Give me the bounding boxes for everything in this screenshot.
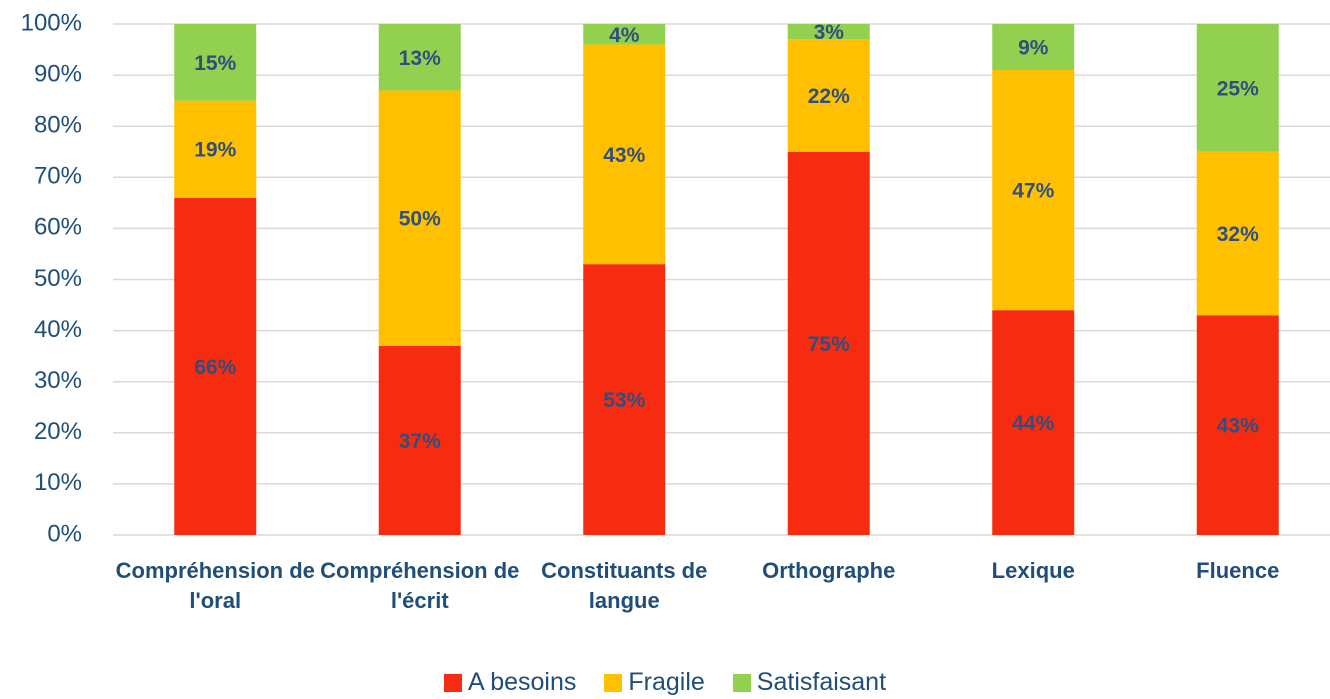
bar-segment (378, 345, 461, 535)
data-label: 32% (1217, 223, 1259, 246)
bar-segment (583, 264, 666, 535)
legend-swatch (604, 673, 623, 692)
data-label: 3% (814, 21, 845, 44)
bar-segment (1196, 151, 1279, 316)
legend-item: Satisfaisant (732, 668, 887, 697)
bar-segment (1196, 24, 1279, 152)
bar-segment (992, 69, 1075, 311)
data-label: 13% (399, 47, 441, 70)
x-tick-label: Compréhension de l'oral (115, 558, 315, 613)
bar-segment (1196, 315, 1279, 535)
y-tick-label: 10% (34, 469, 82, 496)
y-tick-label: 30% (34, 367, 82, 394)
legend-label: A besoins (467, 668, 577, 696)
legend-swatch (732, 673, 751, 692)
y-tick-label: 70% (34, 163, 82, 190)
legend-label: Satisfaisant (756, 668, 887, 696)
y-tick-label: 80% (34, 112, 82, 139)
data-label: 37% (399, 430, 441, 453)
x-tick-label: Compréhension de l'écrit (320, 558, 520, 613)
y-tick-label: 100% (21, 9, 82, 36)
y-tick-label: 50% (34, 265, 82, 292)
data-label: 19% (194, 139, 236, 162)
x-tick-label: Lexique (991, 558, 1075, 583)
bar-segment (787, 151, 870, 535)
y-tick-label: 0% (47, 520, 82, 547)
bar-segment (787, 39, 870, 152)
data-label: 15% (194, 52, 236, 75)
y-tick-label: 90% (34, 60, 82, 87)
bar-segment (992, 24, 1075, 70)
y-tick-label: 40% (34, 316, 82, 343)
bar-segment (378, 24, 461, 91)
bar-segment (378, 90, 461, 346)
data-label: 50% (399, 208, 441, 231)
x-tick-label: Orthographe (762, 558, 896, 583)
data-label: 25% (1217, 77, 1259, 100)
legend-swatch (443, 673, 462, 692)
x-tick-label: Fluence (1196, 558, 1280, 583)
bar-segment (174, 24, 257, 101)
data-label: 22% (808, 85, 850, 108)
bar-segment (174, 197, 257, 536)
data-label: 75% (808, 333, 850, 356)
bar-segment (992, 310, 1075, 535)
y-tick-label: 20% (34, 418, 82, 445)
y-tick-label: 60% (34, 214, 82, 241)
data-label: 43% (1217, 415, 1259, 438)
bar-segment (583, 44, 666, 265)
data-label: 53% (603, 389, 645, 412)
bar-segment (787, 24, 870, 40)
bar-segment (174, 100, 257, 198)
data-label: 66% (194, 356, 236, 379)
data-label: 47% (1012, 180, 1054, 203)
legend-item: A besoins (443, 668, 577, 697)
legend-item: Fragile (604, 668, 705, 697)
data-label: 44% (1012, 412, 1054, 435)
data-label: 43% (603, 144, 645, 167)
bar-segment (583, 24, 666, 45)
x-tick-label: Constituants de langue (541, 558, 708, 613)
legend: A besoins Fragile Satisfaisant (0, 668, 1330, 697)
data-label: 9% (1018, 37, 1049, 60)
data-label: 4% (609, 24, 640, 47)
legend-label: Fragile (628, 668, 705, 696)
